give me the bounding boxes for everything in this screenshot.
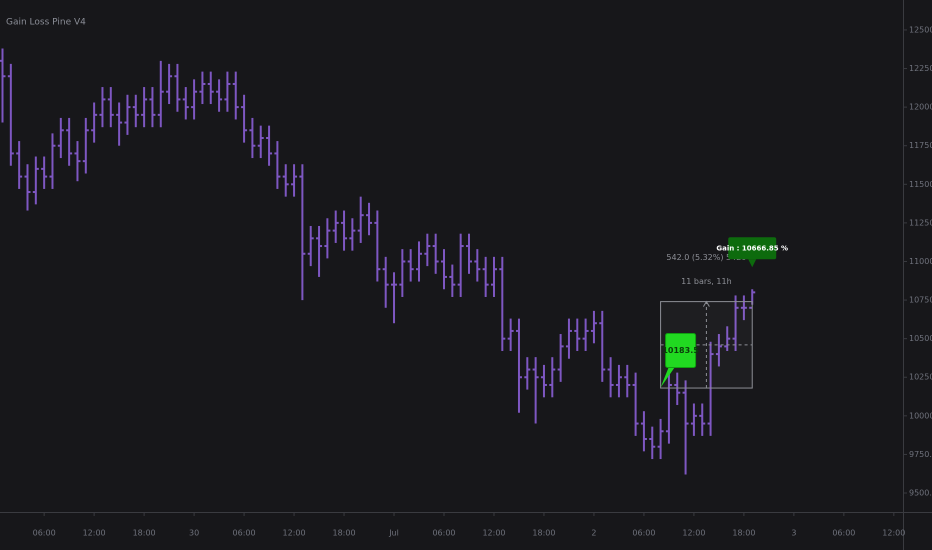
measure-arrow bbox=[702, 300, 710, 307]
x-tick-label: 06:00 bbox=[233, 529, 256, 538]
x-tick-label: 12:00 bbox=[283, 529, 306, 538]
y-tick-label: 9750.0 bbox=[909, 450, 932, 459]
entry-label: 10183.5 bbox=[662, 346, 699, 355]
x-tick-label: 06:00 bbox=[33, 529, 56, 538]
x-tick-label: 18:00 bbox=[732, 529, 755, 538]
x-tick-label: 30 bbox=[189, 529, 199, 538]
x-tick-label: 2 bbox=[591, 529, 596, 538]
gain-callout bbox=[748, 259, 757, 268]
measure-text: 11 bars, 11h bbox=[681, 277, 732, 286]
y-tick-label: 11750.0 bbox=[909, 141, 932, 150]
y-tick-label: 11250.0 bbox=[909, 218, 932, 227]
x-tick-label: 06:00 bbox=[432, 529, 455, 538]
entry-label-box bbox=[665, 333, 697, 369]
y-tick-label: 10500.0 bbox=[909, 334, 932, 343]
x-tick-label: 12:00 bbox=[83, 529, 106, 538]
chart-title: Gain Loss Pine V4 bbox=[6, 18, 86, 28]
y-tick-label: 10250.0 bbox=[909, 373, 932, 382]
y-tick-label: 9500.0 bbox=[909, 489, 932, 498]
x-tick-label: 06:00 bbox=[632, 529, 655, 538]
gain-label: Gain : 10666.85 % bbox=[716, 244, 788, 252]
gain-label-box bbox=[728, 237, 777, 260]
x-tick-label: 3 bbox=[791, 529, 796, 538]
y-tick-label: 11500.0 bbox=[909, 180, 932, 189]
measure-text: 542.0 (5.32%) 5420 bbox=[666, 253, 746, 262]
x-tick-label: 12:00 bbox=[882, 529, 905, 538]
x-tick-label: 12:00 bbox=[682, 529, 705, 538]
x-tick-label: Jul bbox=[388, 529, 399, 538]
x-tick-label: 18:00 bbox=[532, 529, 555, 538]
x-tick-label: 12:00 bbox=[482, 529, 505, 538]
y-tick-label: 10750.0 bbox=[909, 296, 932, 305]
entry-callout bbox=[660, 367, 675, 388]
y-tick-label: 10000.0 bbox=[909, 411, 932, 420]
x-tick-label: 06:00 bbox=[832, 529, 855, 538]
y-tick-label: 12000.0 bbox=[909, 103, 932, 112]
x-tick-label: 18:00 bbox=[133, 529, 156, 538]
y-tick-label: 11000.0 bbox=[909, 257, 932, 266]
x-tick-label: 18:00 bbox=[333, 529, 356, 538]
y-tick-label: 12250.0 bbox=[909, 64, 932, 73]
y-tick-label: 12500.0 bbox=[909, 25, 932, 34]
